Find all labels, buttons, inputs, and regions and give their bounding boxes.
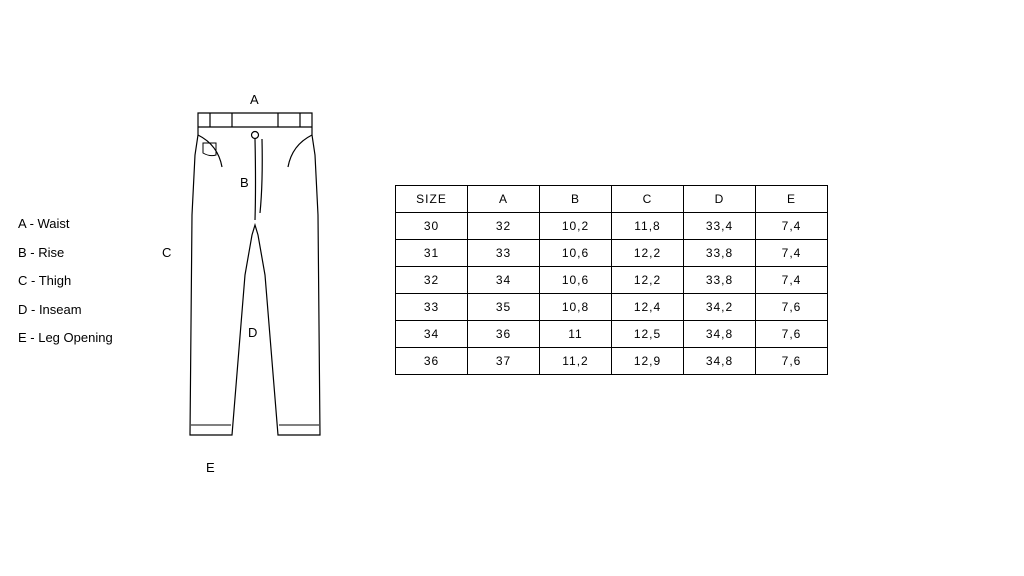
table-cell: 34 — [468, 267, 540, 294]
table-cell: 36 — [396, 348, 468, 375]
table-cell: 32 — [468, 213, 540, 240]
table-cell: 33,8 — [684, 267, 756, 294]
marker-b: B — [240, 175, 249, 190]
col-header: C — [612, 186, 684, 213]
table-cell: 37 — [468, 348, 540, 375]
col-header: B — [540, 186, 612, 213]
table-row: 323410,612,233,87,4 — [396, 267, 828, 294]
col-header: SIZE — [396, 186, 468, 213]
table-cell: 36 — [468, 321, 540, 348]
table-cell: 33 — [396, 294, 468, 321]
table-cell: 33,8 — [684, 240, 756, 267]
table-cell: 10,8 — [540, 294, 612, 321]
table-cell: 34 — [396, 321, 468, 348]
table-cell: 34,2 — [684, 294, 756, 321]
table-cell: 34,8 — [684, 321, 756, 348]
table-cell: 33,4 — [684, 213, 756, 240]
legend: A - Waist B - Rise C - Thigh D - Inseam … — [18, 210, 113, 353]
legend-item: B - Rise — [18, 239, 113, 268]
marker-d: D — [248, 325, 257, 340]
legend-item: D - Inseam — [18, 296, 113, 325]
table-row: 363711,212,934,87,6 — [396, 348, 828, 375]
table-cell: 7,4 — [756, 240, 828, 267]
pants-diagram: A B C D E — [170, 95, 340, 475]
table-cell: 7,4 — [756, 213, 828, 240]
table-cell: 31 — [396, 240, 468, 267]
table-row: 303210,211,833,47,4 — [396, 213, 828, 240]
marker-a: A — [250, 92, 259, 107]
marker-c: C — [162, 245, 171, 260]
table-cell: 32 — [396, 267, 468, 294]
legend-item: A - Waist — [18, 210, 113, 239]
table-cell: 12,4 — [612, 294, 684, 321]
table-cell: 30 — [396, 213, 468, 240]
col-header: A — [468, 186, 540, 213]
marker-e: E — [206, 460, 215, 475]
table-cell: 7,4 — [756, 267, 828, 294]
table-cell: 11 — [540, 321, 612, 348]
col-header: E — [756, 186, 828, 213]
table-cell: 7,6 — [756, 348, 828, 375]
table-cell: 12,2 — [612, 240, 684, 267]
table-body: 303210,211,833,47,4313310,612,233,87,432… — [396, 213, 828, 375]
table-header-row: SIZE A B C D E — [396, 186, 828, 213]
col-header: D — [684, 186, 756, 213]
pants-icon — [170, 95, 340, 455]
table-cell: 34,8 — [684, 348, 756, 375]
table-cell: 35 — [468, 294, 540, 321]
table-cell: 7,6 — [756, 321, 828, 348]
table-cell: 33 — [468, 240, 540, 267]
table-cell: 7,6 — [756, 294, 828, 321]
size-chart-table: SIZE A B C D E 303210,211,833,47,4313310… — [395, 185, 828, 375]
legend-item: E - Leg Opening — [18, 324, 113, 353]
legend-item: C - Thigh — [18, 267, 113, 296]
table-cell: 11,2 — [540, 348, 612, 375]
table-row: 333510,812,434,27,6 — [396, 294, 828, 321]
table-cell: 12,2 — [612, 267, 684, 294]
table-row: 34361112,534,87,6 — [396, 321, 828, 348]
table-cell: 10,2 — [540, 213, 612, 240]
table-cell: 11,8 — [612, 213, 684, 240]
table-cell: 12,5 — [612, 321, 684, 348]
table-cell: 10,6 — [540, 267, 612, 294]
table-cell: 12,9 — [612, 348, 684, 375]
table-cell: 10,6 — [540, 240, 612, 267]
table-row: 313310,612,233,87,4 — [396, 240, 828, 267]
